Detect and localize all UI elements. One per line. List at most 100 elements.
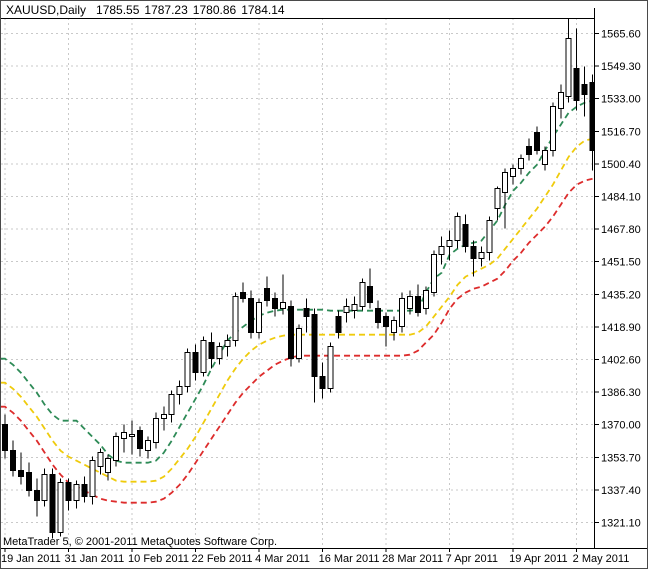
bear-candle: [470, 246, 477, 260]
y-axis-label: 1533.00: [601, 94, 641, 106]
bull-candle: [295, 328, 302, 360]
bear-candle: [319, 376, 326, 390]
bear-candle: [534, 132, 540, 152]
symbol-period-label: XAUUSD,Daily: [6, 3, 86, 17]
overlay-middle-band: [1, 137, 593, 483]
y-axis-label: 1418.90: [601, 322, 641, 334]
bull-candle: [89, 460, 96, 498]
bull-candle: [41, 474, 48, 502]
bear-candle: [2, 424, 8, 452]
y-axis-label: 1337.40: [601, 485, 641, 497]
bear-candle: [33, 490, 40, 502]
y-axis-label: 1565.60: [601, 29, 641, 41]
y-axis-label: 1370.00: [601, 420, 641, 432]
bear-candle: [25, 472, 32, 492]
bull-candle: [160, 414, 167, 420]
bull-candle: [478, 252, 485, 260]
bear-candle: [303, 308, 310, 318]
bear-candle: [375, 308, 382, 324]
bull-candle: [144, 440, 151, 452]
bull-candle: [549, 106, 556, 152]
y-axis-label: 1353.70: [601, 452, 641, 464]
overlay-lower-band: [1, 177, 593, 504]
bull-candle: [494, 188, 501, 210]
x-axis-label: 7 Apr 2011: [446, 553, 498, 565]
bull-candle: [279, 302, 286, 310]
y-axis-label: 1516.70: [601, 126, 641, 138]
y-axis-label: 1435.20: [601, 289, 641, 301]
x-axis-label: 28 Mar 2011: [382, 553, 443, 565]
bear-candle: [589, 82, 594, 152]
x-axis-label: 19 Apr 2011: [509, 553, 568, 565]
axes: 1565.60 1549.30 1533.00 1516.70 1500.40 1484.…: [1, 29, 641, 566]
bull-candle: [391, 320, 398, 334]
y-axis-label: 1549.30: [601, 61, 641, 73]
bull-candle: [216, 346, 223, 360]
bull-candle: [168, 394, 175, 416]
bull-candle: [73, 484, 80, 502]
overlay-upper-band: [1, 99, 593, 464]
x-axis-label: 16 Mar 2011: [319, 553, 380, 565]
bull-candle: [105, 458, 112, 474]
bull-candle: [129, 434, 135, 438]
bull-candle: [502, 172, 509, 194]
bull-candle: [557, 92, 564, 110]
bull-candle: [399, 298, 405, 328]
bear-candle: [264, 288, 270, 302]
bull-candle: [224, 340, 231, 348]
x-axis-label: 4 Mar 2011: [255, 553, 310, 565]
bull-candle: [486, 220, 493, 254]
bull-candle: [152, 418, 159, 444]
bear-candle: [462, 224, 469, 248]
bull-candle: [359, 282, 366, 308]
gridlines: [1, 18, 594, 548]
bull-candle: [121, 432, 128, 440]
y-axis-label: 1484.10: [601, 192, 641, 204]
bear-candle: [526, 146, 532, 156]
bull-candle: [422, 290, 429, 310]
y-axis-label: 1386.30: [601, 387, 641, 399]
bear-candle: [573, 68, 580, 102]
bull-candle: [351, 304, 358, 312]
candles: [2, 18, 594, 539]
bear-candle: [311, 314, 318, 378]
bear-candle: [17, 470, 24, 478]
bear-candle: [414, 296, 421, 314]
low-value: 1780.86: [193, 3, 237, 17]
bull-candle: [510, 168, 517, 178]
bull-candle: [113, 436, 120, 462]
bull-candle: [430, 254, 437, 294]
bull-candle: [518, 158, 525, 170]
bear-candle: [49, 474, 56, 534]
bear-candle: [81, 484, 88, 498]
bear-candle: [287, 306, 294, 360]
bear-candle: [192, 352, 199, 374]
bull-candle: [57, 482, 64, 534]
bear-candle: [272, 298, 278, 310]
y-axis-label: 1467.80: [601, 224, 641, 236]
open-value: 1785.55: [96, 3, 140, 17]
bull-candle: [565, 38, 572, 98]
bull-candle: [256, 302, 263, 334]
chart-header: XAUUSD,Daily 1785.55 1787.23 1780.86 1784.14: [6, 3, 285, 17]
bull-candle: [438, 246, 445, 256]
x-axis-label: 19 Jan 2011: [1, 553, 61, 565]
bull-candle: [184, 352, 191, 388]
bear-candle: [137, 430, 143, 450]
y-axis-label: 1500.40: [601, 159, 641, 171]
bear-candle: [383, 316, 390, 328]
bear-candle: [367, 286, 374, 304]
bull-candle: [232, 296, 239, 342]
bull-candle: [446, 240, 453, 248]
bull-candle: [454, 216, 461, 242]
x-axis-label: 2 May 2011: [573, 553, 630, 565]
bear-candle: [248, 298, 255, 334]
bull-candle: [327, 346, 334, 390]
bear-candle: [208, 342, 215, 360]
close-value: 1784.14: [241, 3, 285, 17]
y-axis-label: 1402.60: [601, 355, 641, 367]
bear-candle: [9, 450, 16, 472]
